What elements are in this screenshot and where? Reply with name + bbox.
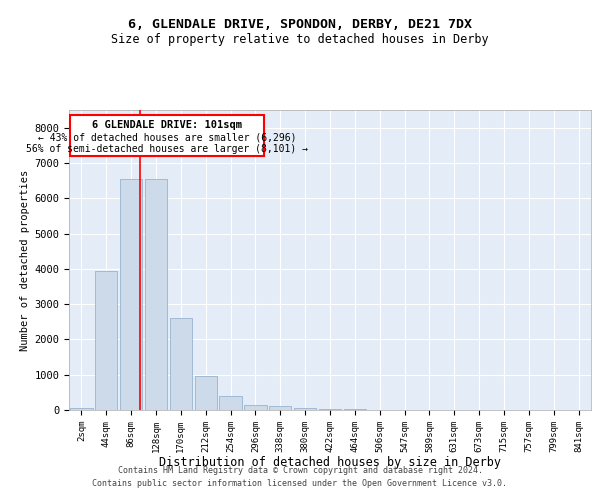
Bar	[70, 408, 92, 410]
Text: Contains HM Land Registry data © Crown copyright and database right 2024.
Contai: Contains HM Land Registry data © Crown c…	[92, 466, 508, 487]
Bar	[319, 409, 341, 410]
Text: 56% of semi-detached houses are larger (8,101) →: 56% of semi-detached houses are larger (…	[26, 144, 308, 154]
Bar	[220, 396, 242, 410]
Text: 6, GLENDALE DRIVE, SPONDON, DERBY, DE21 7DX: 6, GLENDALE DRIVE, SPONDON, DERBY, DE21 …	[128, 18, 472, 30]
Y-axis label: Number of detached properties: Number of detached properties	[20, 170, 30, 350]
Text: Size of property relative to detached houses in Derby: Size of property relative to detached ho…	[111, 32, 489, 46]
Bar	[294, 408, 316, 410]
Bar	[194, 376, 217, 410]
Bar	[120, 179, 142, 410]
Bar	[170, 318, 192, 410]
X-axis label: Distribution of detached houses by size in Derby: Distribution of detached houses by size …	[159, 456, 501, 469]
Bar	[145, 179, 167, 410]
Text: ← 43% of detached houses are smaller (6,296): ← 43% of detached houses are smaller (6,…	[38, 132, 296, 142]
FancyBboxPatch shape	[70, 116, 264, 156]
Bar	[269, 406, 292, 410]
Bar	[95, 270, 118, 410]
Text: 6 GLENDALE DRIVE: 101sqm: 6 GLENDALE DRIVE: 101sqm	[92, 120, 242, 130]
Bar	[244, 404, 266, 410]
